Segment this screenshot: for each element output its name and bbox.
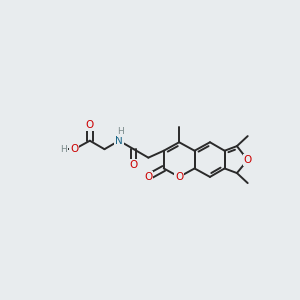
Text: O: O <box>175 172 183 182</box>
Text: O: O <box>130 160 138 170</box>
Text: O: O <box>70 144 79 154</box>
Text: N: N <box>115 136 123 146</box>
Text: O: O <box>244 155 252 165</box>
Text: O: O <box>86 120 94 130</box>
Text: O: O <box>144 172 152 182</box>
Text: H: H <box>117 127 124 136</box>
Text: H: H <box>60 145 67 154</box>
